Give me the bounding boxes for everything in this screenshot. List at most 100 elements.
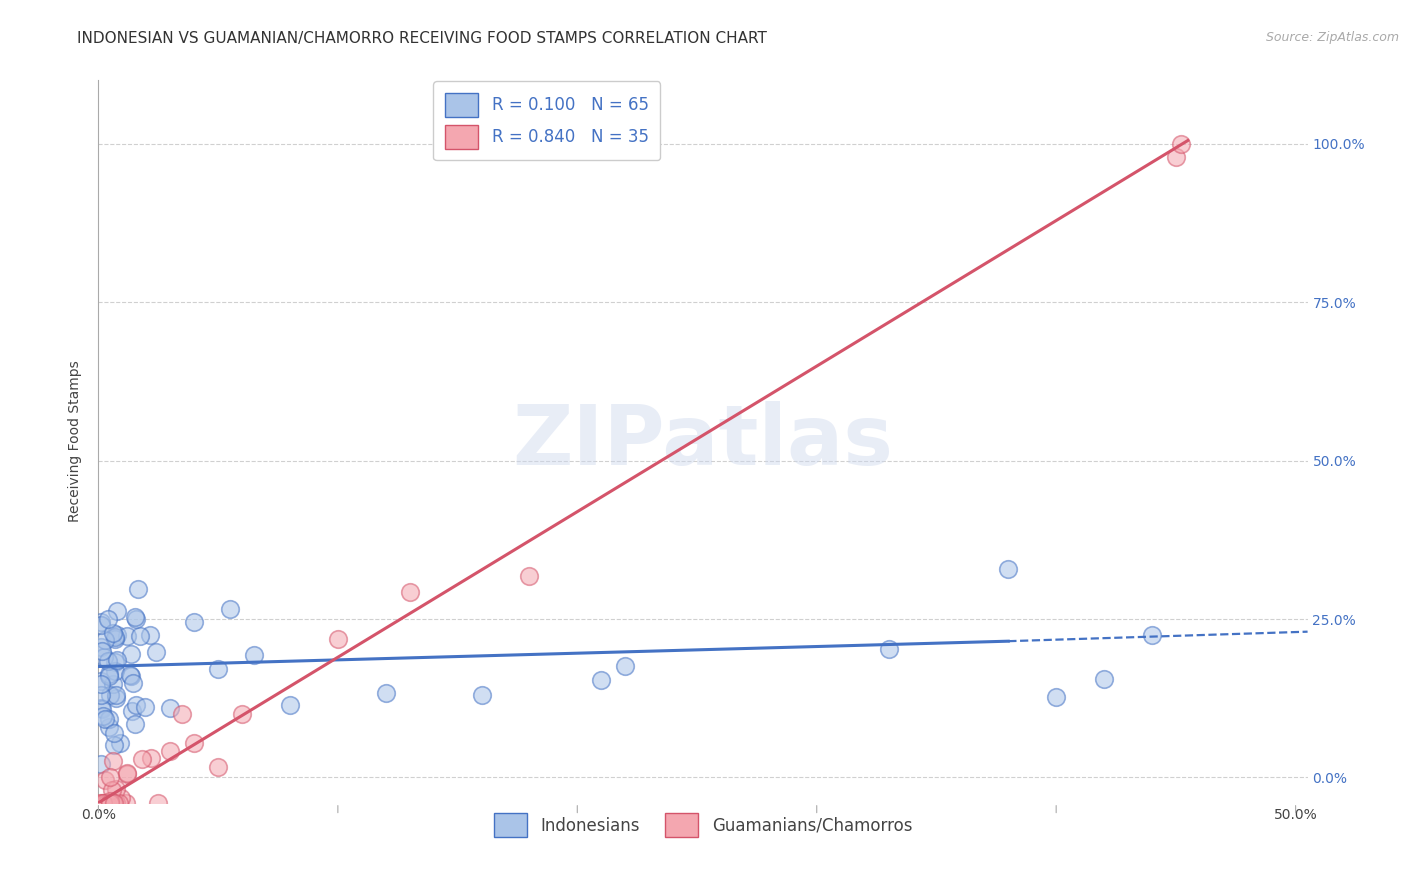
Point [90, 673, 112, 688]
Point [183, 735, 205, 749]
Point [128, 630, 150, 644]
Point [101, 754, 124, 768]
Point [90, 640, 112, 654]
Point [97, 612, 120, 626]
Point [1092, 672, 1115, 686]
Point [1164, 150, 1187, 164]
Point [97, 712, 120, 726]
Point [374, 686, 396, 700]
Point [243, 648, 266, 662]
Point [108, 736, 131, 750]
Point [105, 690, 128, 705]
Y-axis label: Receiving Food Stamps: Receiving Food Stamps [69, 360, 83, 523]
Point [470, 688, 492, 702]
Point [1140, 628, 1163, 642]
Legend: Indonesians, Guamanians/Chamorros: Indonesians, Guamanians/Chamorros [482, 802, 924, 848]
Point [91, 644, 114, 658]
Point [101, 796, 124, 810]
Point [105, 653, 128, 667]
Point [91, 796, 114, 810]
Point [997, 562, 1019, 576]
Point [104, 632, 127, 647]
Point [90, 702, 112, 716]
Point [103, 726, 125, 740]
Point [90, 676, 112, 690]
Point [98, 796, 121, 810]
Point [90, 615, 112, 629]
Point [94, 712, 117, 726]
Point [94, 772, 117, 787]
Point [98, 796, 121, 810]
Point [105, 689, 128, 703]
Point [125, 698, 148, 712]
Point [107, 605, 129, 619]
Point [98, 720, 121, 734]
Point [90, 617, 112, 632]
Point [131, 752, 153, 766]
Point [96, 796, 118, 810]
Point [104, 782, 127, 797]
Point [98, 688, 121, 702]
Text: INDONESIAN VS GUAMANIAN/CHAMORRO RECEIVING FOOD STAMPS CORRELATION CHART: INDONESIAN VS GUAMANIAN/CHAMORRO RECEIVI… [77, 31, 768, 46]
Point [115, 766, 138, 780]
Point [100, 796, 122, 810]
Point [519, 569, 541, 583]
Point [120, 668, 142, 682]
Point [207, 662, 229, 676]
Point [93, 796, 115, 810]
Point [97, 654, 120, 668]
Point [103, 625, 125, 640]
Point [110, 791, 132, 805]
Point [90, 701, 112, 715]
Point [614, 658, 637, 673]
Point [101, 783, 124, 797]
Point [139, 628, 162, 642]
Point [105, 796, 128, 810]
Point [124, 610, 146, 624]
Point [93, 650, 115, 665]
Point [98, 794, 121, 808]
Point [108, 796, 131, 810]
Point [134, 700, 156, 714]
Point [103, 664, 125, 678]
Point [104, 655, 127, 669]
Point [124, 716, 146, 731]
Point [89, 796, 111, 810]
Point [90, 688, 112, 702]
Point [159, 744, 181, 758]
Point [591, 673, 613, 687]
Point [120, 647, 142, 661]
Point [231, 706, 253, 721]
Point [98, 666, 121, 681]
Point [100, 770, 122, 784]
Point [219, 602, 242, 616]
Point [877, 641, 900, 656]
Point [120, 668, 142, 682]
Point [398, 585, 420, 599]
Point [91, 709, 114, 723]
Point [1170, 136, 1192, 151]
Point [103, 796, 125, 810]
Point [139, 751, 162, 765]
Point [278, 698, 301, 713]
Point [148, 796, 170, 810]
Text: ZIPatlas: ZIPatlas [513, 401, 893, 482]
Point [172, 707, 194, 722]
Point [159, 701, 181, 715]
Point [101, 677, 124, 691]
Point [122, 675, 145, 690]
Point [115, 629, 138, 643]
Point [127, 582, 149, 596]
Point [94, 633, 117, 648]
Point [1045, 690, 1067, 704]
Point [103, 630, 125, 644]
Point [125, 612, 148, 626]
Point [115, 766, 138, 780]
Point [90, 757, 112, 772]
Text: Source: ZipAtlas.com: Source: ZipAtlas.com [1265, 31, 1399, 45]
Point [326, 632, 349, 646]
Point [93, 796, 115, 810]
Point [98, 669, 121, 683]
Point [105, 628, 128, 642]
Point [103, 738, 125, 752]
